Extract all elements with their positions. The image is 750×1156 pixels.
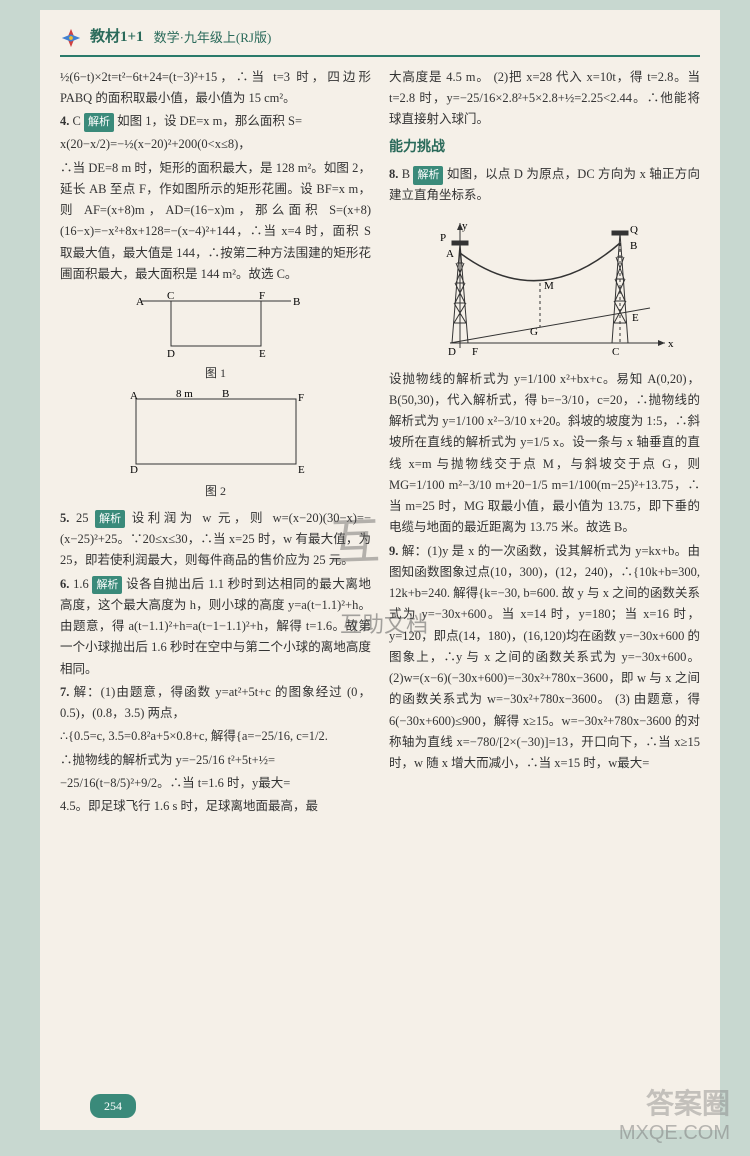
item-4-answer: C bbox=[73, 114, 81, 128]
left-column: ½(6−t)×2t=t²−6t+24=(t−3)²+15，∴当 t=3 时，四边… bbox=[60, 67, 371, 820]
item-5-answer: 25 bbox=[76, 511, 89, 525]
content-columns: ½(6−t)×2t=t²−6t+24=(t−3)²+15，∴当 t=3 时，四边… bbox=[60, 67, 700, 820]
item-6-answer: 1.6 bbox=[73, 577, 89, 591]
item-7-text3: ∴抛物线的解析式为 y=−25/16 t²+5t+½= bbox=[60, 750, 371, 771]
fig2-E: E bbox=[298, 464, 305, 476]
item-8-answer: B bbox=[402, 167, 410, 181]
item-4-num: 4. bbox=[60, 114, 69, 128]
page-container: 教材1+1 数学·九年级上(RJ版) ½(6−t)×2t=t²−6t+24=(t… bbox=[40, 10, 720, 1130]
analysis-badge: 解析 bbox=[84, 113, 114, 132]
svg-text:y: y bbox=[462, 220, 468, 232]
item-6: 6. 1.6 解析 设各自抛出后 1.1 秒时到达相同的最大离地高度，这个最大高… bbox=[60, 574, 371, 680]
figure-3: P y A Q B M G D F C E x bbox=[389, 213, 700, 363]
item-7-text4: −25/16(t−8/5)²+9/2。∴当 t=1.6 时，y最大= bbox=[60, 773, 371, 794]
item-4-text2: x(20−x/2)=−½(x−20)²+200(0<x≤8)， bbox=[60, 134, 371, 155]
figure-2-label: 图 2 bbox=[60, 481, 371, 501]
svg-text:C: C bbox=[612, 346, 619, 358]
fig2-8m: 8 m bbox=[176, 389, 193, 400]
section-ability: 能力挑战 bbox=[389, 136, 700, 160]
item-7-text2: ∴{0.5=c, 3.5=0.8²a+5×0.8+c, 解得{a=−25/16,… bbox=[60, 726, 371, 747]
item-4: 4. C 解析 如图 1，设 DE=x m，那么面积 S= bbox=[60, 111, 371, 132]
item-5-num: 5. bbox=[60, 511, 69, 525]
figure-1: A C F B D E 图 1 bbox=[60, 291, 371, 383]
item-9-num: 9. bbox=[389, 544, 398, 558]
item-4-text1: 如图 1，设 DE=x m，那么面积 S= bbox=[117, 114, 302, 128]
item-5: 5. 25 解析 设利润为 w 元，则 w=(x−20)(30−x)=−(x−2… bbox=[60, 508, 371, 572]
item-8-num: 8. bbox=[389, 167, 398, 181]
item-8-text2: 设抛物线的解析式为 y=1/100 x²+bx+c。易知 A(0,20)，B(5… bbox=[389, 369, 700, 539]
item-7-continuation: 大高度是 4.5 m。 (2)把 x=28 代入 x=10t，得 t=2.8。当… bbox=[389, 67, 700, 131]
fig1-D: D bbox=[167, 348, 175, 360]
fig2-B: B bbox=[222, 389, 229, 400]
logo-icon bbox=[60, 27, 82, 49]
figure-2: A 8 m B F D E 图 2 bbox=[60, 389, 371, 501]
item-6-num: 6. bbox=[60, 577, 69, 591]
right-column: 大高度是 4.5 m。 (2)把 x=28 代入 x=10t，得 t=2.8。当… bbox=[389, 67, 700, 820]
header-subtitle: 数学·九年级上(RJ版) bbox=[154, 27, 272, 49]
svg-text:D: D bbox=[448, 346, 456, 358]
item-3-continuation: ½(6−t)×2t=t²−6t+24=(t−3)²+15，∴当 t=3 时，四边… bbox=[60, 67, 371, 110]
item-7-text5: 4.5。即足球飞行 1.6 s 时，足球离地面最高，最 bbox=[60, 796, 371, 817]
fig2-A: A bbox=[130, 390, 138, 402]
analysis-badge: 解析 bbox=[413, 166, 443, 185]
svg-text:G: G bbox=[530, 326, 538, 338]
svg-text:Q: Q bbox=[630, 224, 638, 236]
page-number: 254 bbox=[90, 1094, 136, 1118]
fig1-C: C bbox=[167, 291, 174, 302]
fig2-F: F bbox=[298, 392, 304, 404]
figure-1-label: 图 1 bbox=[60, 363, 371, 383]
svg-text:B: B bbox=[630, 240, 637, 252]
svg-text:A: A bbox=[446, 248, 454, 260]
fig1-B: B bbox=[293, 296, 300, 308]
item-9-text: 解：(1)y 是 x 的一次函数，设其解析式为 y=kx+b。由图知函数图象过点… bbox=[389, 544, 700, 771]
analysis-badge: 解析 bbox=[95, 510, 125, 529]
fig1-F: F bbox=[259, 291, 265, 302]
item-4-text3: ∴当 DE=8 m 时，矩形的面积最大，是 128 m²。如图 2，延长 AB … bbox=[60, 158, 371, 286]
item-7-num: 7. bbox=[60, 685, 69, 699]
fig1-A: A bbox=[136, 296, 144, 308]
svg-text:x: x bbox=[668, 338, 674, 350]
svg-text:P: P bbox=[440, 232, 446, 244]
item-9: 9. 解：(1)y 是 x 的一次函数，设其解析式为 y=kx+b。由图知函数图… bbox=[389, 541, 700, 775]
svg-text:M: M bbox=[544, 280, 554, 292]
fig2-D: D bbox=[130, 464, 138, 476]
item-7-text1: 解：(1)由题意，得函数 y=at²+5t+c 的图象经过 (0，0.5)，(0… bbox=[60, 685, 371, 720]
analysis-badge: 解析 bbox=[92, 576, 122, 595]
item-8: 8. B 解析 如图，以点 D 为原点，DC 方向为 x 轴正方向建立直角坐标系… bbox=[389, 164, 700, 207]
footer-brand-2: MXQE.COM bbox=[619, 1116, 730, 1150]
fig1-E: E bbox=[259, 348, 266, 360]
svg-text:F: F bbox=[472, 346, 478, 358]
page-header: 教材1+1 数学·九年级上(RJ版) bbox=[60, 25, 700, 57]
svg-text:E: E bbox=[632, 312, 639, 324]
item-7: 7. 解：(1)由题意，得函数 y=at²+5t+c 的图象经过 (0，0.5)… bbox=[60, 682, 371, 725]
header-title: 教材1+1 bbox=[90, 25, 144, 51]
